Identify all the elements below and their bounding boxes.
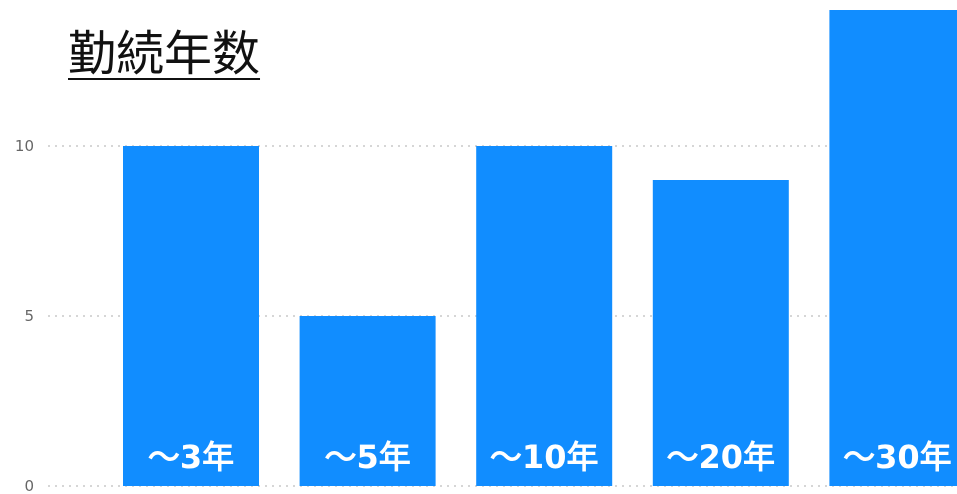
y-tick-label: 0 (24, 477, 34, 494)
chart-title: 勤続年数 (68, 26, 261, 82)
bar-3[interactable] (652, 180, 789, 486)
bar-label-3: ～20年 (667, 438, 776, 476)
bar-labels: ～3年 ～5年 ～10年 ～20年 ～30年 (148, 438, 952, 476)
y-tick-label: 5 (24, 307, 34, 325)
y-axis-ticks: 0 5 10 (15, 137, 34, 494)
bar-label-1: ～5年 (324, 438, 410, 476)
gridlines (48, 145, 957, 487)
bar-2[interactable] (476, 146, 613, 486)
bar-label-2: ～10年 (490, 438, 599, 476)
bars (123, 10, 957, 486)
bar-label-0: ～3年 (148, 438, 234, 476)
bar-0[interactable] (123, 146, 259, 486)
bar-4[interactable] (829, 10, 957, 486)
y-tick-label: 10 (15, 137, 34, 155)
bar-label-4: ～30年 (843, 438, 952, 476)
bar-1[interactable] (299, 316, 436, 486)
